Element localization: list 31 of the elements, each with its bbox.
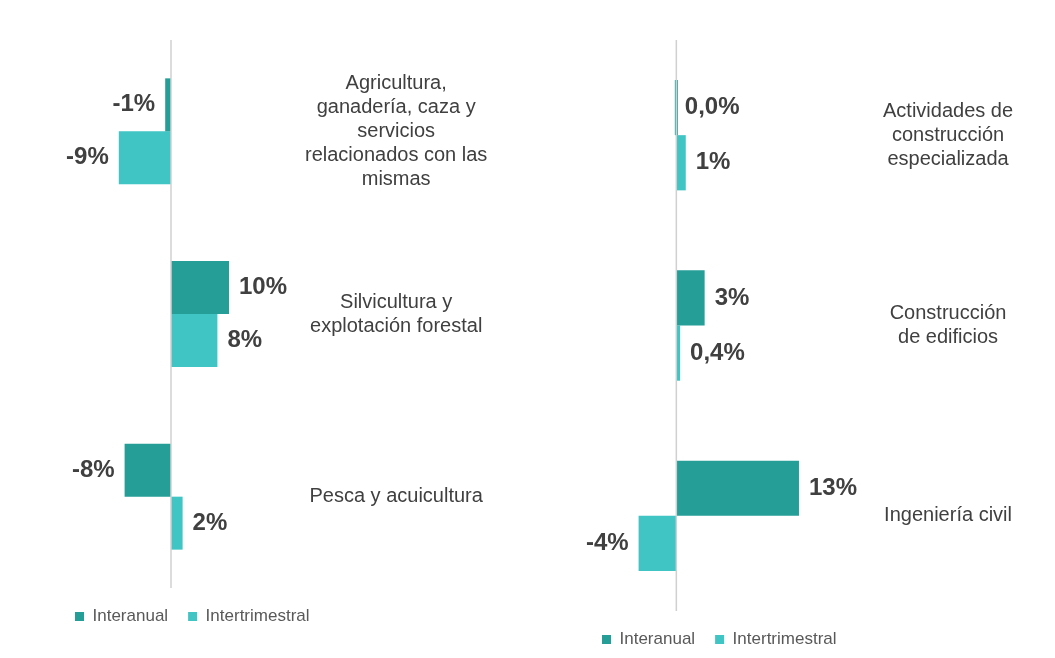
- legend-label: Interanual: [619, 629, 696, 649]
- data-label: -8%: [71, 454, 115, 482]
- bar: [171, 261, 229, 314]
- bar: [171, 314, 218, 367]
- bar: [124, 443, 171, 497]
- bar: [118, 131, 171, 185]
- data-label: 10%: [239, 272, 288, 300]
- bar: [676, 135, 686, 191]
- legend-label: Intertrimestral: [205, 606, 310, 626]
- data-label: -1%: [112, 89, 156, 117]
- y-tick-label: Actividades de construcción especializada: [883, 98, 1014, 169]
- bar: [171, 496, 183, 550]
- legend-label: Intertrimestral: [732, 629, 837, 649]
- data-label: 0,0%: [684, 92, 740, 120]
- data-label: 3%: [714, 282, 750, 310]
- y-tick-label: Ingeniería civil: [884, 503, 1012, 526]
- y-tick-label: Pesca y acuicultura: [309, 484, 484, 507]
- data-label: 2%: [192, 507, 228, 535]
- y-tick-label: Silvicultura y explotación forestal: [310, 289, 483, 336]
- data-label: 13%: [808, 472, 858, 500]
- bar: [638, 515, 677, 572]
- data-label: -4%: [585, 528, 629, 556]
- y-tick-label: Agricultura, ganadería, caza y servicios relacionados con las mismas: [305, 70, 488, 189]
- data-label: -9%: [66, 142, 109, 170]
- data-label: 0,4%: [690, 337, 745, 365]
- data-label: 1%: [695, 147, 731, 175]
- bar: [676, 460, 799, 516]
- legend-label: Interanual: [92, 606, 169, 626]
- data-label: 8%: [227, 325, 263, 353]
- y-tick-label: Construcción de edificios: [889, 301, 1007, 348]
- bar: [676, 270, 705, 326]
